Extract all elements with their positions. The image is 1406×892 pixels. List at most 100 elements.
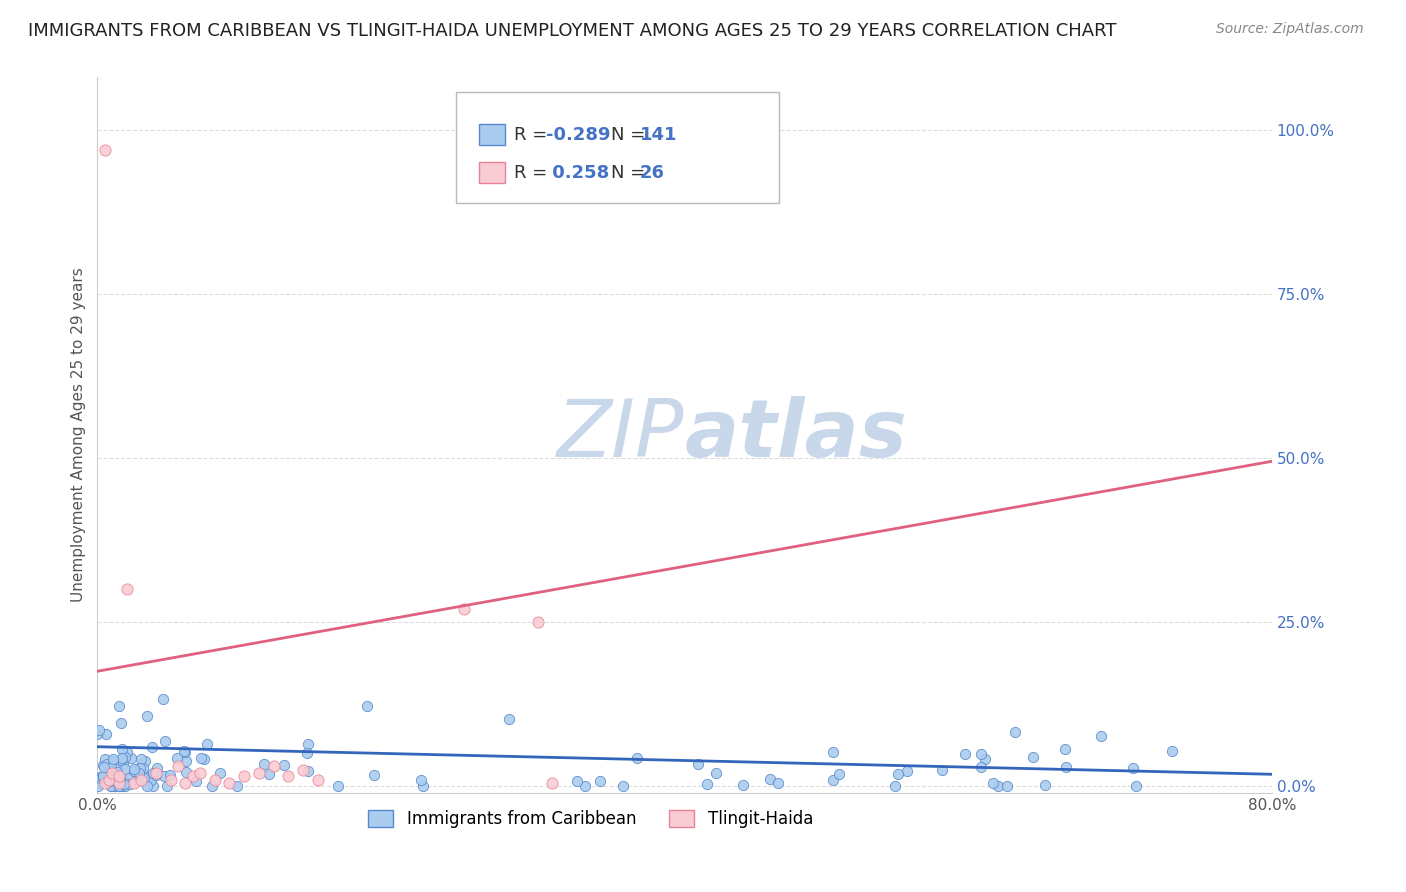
Point [1160,743,1182,757]
Point [1125,779,1147,793]
Point [93,752,115,766]
Point [1054,742,1077,756]
Point [612,779,634,793]
Point [86,726,108,740]
Point [297,764,319,778]
Point [931,763,953,777]
Point [328,779,350,793]
Point [453,602,475,616]
Point [970,760,993,774]
Point [995,779,1018,793]
Point [253,756,276,771]
Point [89,770,111,784]
Point [1122,761,1144,775]
Point [96,726,118,740]
Point [155,779,177,793]
Point [93,143,115,157]
Point [105,775,128,789]
Point [114,750,136,764]
Point [111,779,134,793]
Point [146,761,169,775]
Point [105,765,128,780]
Point [128,766,150,780]
Point [142,779,165,793]
Point [209,766,232,780]
Text: Source: ZipAtlas.com: Source: ZipAtlas.com [1216,22,1364,37]
Point [128,761,150,775]
Point [174,764,197,779]
Point [686,756,709,771]
Point [200,779,222,793]
Point [295,746,318,760]
Point [356,698,378,713]
Point [273,758,295,772]
Point [94,772,117,787]
Point [193,752,215,766]
Point [204,772,226,787]
Point [115,745,138,759]
Point [124,764,146,778]
Point [247,766,270,780]
Text: R =: R = [515,126,554,144]
Point [111,751,134,765]
Point [181,769,204,783]
Point [758,772,780,786]
Text: 141: 141 [640,126,678,144]
Point [626,750,648,764]
Point [108,779,131,793]
Point [105,777,128,791]
Point [884,779,907,793]
Point [120,751,142,765]
Point [89,771,111,785]
Point [1004,725,1026,739]
Point [218,776,240,790]
Point [589,774,612,789]
Point [291,763,314,777]
Point [111,756,134,771]
Point [110,753,132,767]
Point [159,772,181,787]
Point [108,776,131,790]
FancyBboxPatch shape [479,124,505,145]
Point [412,779,434,793]
Point [100,779,122,793]
Point [886,767,908,781]
Point [141,739,163,754]
Text: N =: N = [610,163,651,182]
Point [766,776,789,790]
Point [93,760,115,774]
Point [107,772,129,786]
Point [90,771,112,785]
Point [277,769,299,783]
Point [145,768,167,782]
Point [110,715,132,730]
Point [969,747,991,761]
Point [97,772,120,786]
Text: N =: N = [610,126,651,144]
Point [987,779,1010,793]
Point [101,766,124,780]
Point [981,775,1004,789]
Point [190,751,212,765]
Point [145,766,167,780]
Point [574,779,596,793]
Point [953,747,976,762]
Point [821,745,844,759]
Point [153,734,176,748]
Point [184,774,207,789]
Point [131,772,153,787]
Point [98,764,121,779]
Point [103,779,125,793]
Point [125,767,148,781]
Point [498,712,520,726]
Point [307,772,329,787]
Point [136,709,159,723]
Point [108,778,131,792]
Y-axis label: Unemployment Among Ages 25 to 29 years: Unemployment Among Ages 25 to 29 years [72,268,86,602]
Point [1022,749,1045,764]
Point [108,772,131,787]
Point [823,773,845,788]
Point [696,777,718,791]
Point [91,769,114,783]
Point [173,744,195,758]
